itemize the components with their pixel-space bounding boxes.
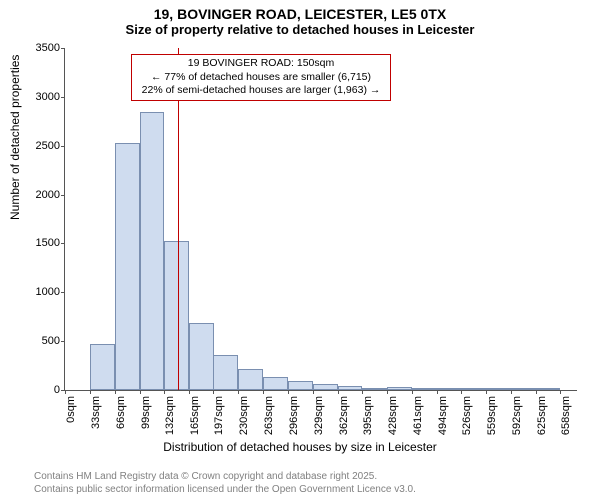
histogram-bar xyxy=(412,388,437,390)
x-tick-label: 263sqm xyxy=(263,396,275,435)
histogram-bar xyxy=(140,112,165,390)
y-tick xyxy=(61,243,65,244)
x-tick xyxy=(387,390,388,394)
chart-plot-area: 0sqm33sqm66sqm99sqm132sqm165sqm197sqm230… xyxy=(64,48,577,391)
x-tick xyxy=(536,390,537,394)
x-tick-label: 559sqm xyxy=(486,396,498,435)
x-tick xyxy=(263,390,264,394)
histogram-bar xyxy=(263,377,288,390)
x-tick xyxy=(65,390,66,394)
x-tick-label: 99sqm xyxy=(140,396,152,429)
y-tick xyxy=(61,146,65,147)
x-tick-label: 592sqm xyxy=(511,396,523,435)
y-tick-label: 0 xyxy=(54,384,60,396)
y-tick-label: 1000 xyxy=(36,286,60,298)
x-tick xyxy=(140,390,141,394)
histogram-bar xyxy=(461,388,486,390)
histogram-bar xyxy=(387,387,412,390)
x-axis-label: Distribution of detached houses by size … xyxy=(0,440,600,454)
y-tick-label: 2000 xyxy=(36,189,60,201)
histogram-bar xyxy=(437,388,462,390)
annotation-box: 19 BOVINGER ROAD: 150sqm← 77% of detache… xyxy=(131,54,391,101)
histogram-bar xyxy=(238,369,263,390)
x-tick-label: 428sqm xyxy=(387,396,399,435)
y-tick xyxy=(61,195,65,196)
y-tick xyxy=(61,97,65,98)
x-tick-label: 296sqm xyxy=(288,396,300,435)
y-tick-label: 3000 xyxy=(36,91,60,103)
histogram-bar xyxy=(164,241,189,391)
x-tick-label: 230sqm xyxy=(238,396,250,435)
x-tick xyxy=(511,390,512,394)
y-tick-label: 2500 xyxy=(36,140,60,152)
x-tick xyxy=(560,390,561,394)
x-tick-label: 362sqm xyxy=(338,396,350,435)
footer-attribution: Contains HM Land Registry data © Crown c… xyxy=(34,471,416,496)
footer-line-2: Contains public sector information licen… xyxy=(34,484,416,497)
x-tick-label: 329sqm xyxy=(313,396,325,435)
y-tick xyxy=(61,292,65,293)
x-tick xyxy=(115,390,116,394)
histogram-bar xyxy=(189,323,214,390)
x-tick xyxy=(288,390,289,394)
histogram-bar xyxy=(213,355,238,390)
x-tick-label: 395sqm xyxy=(362,396,374,435)
y-tick-label: 3500 xyxy=(36,42,60,54)
histogram-bar xyxy=(362,388,387,390)
x-tick-label: 197sqm xyxy=(213,396,225,435)
x-tick xyxy=(164,390,165,394)
x-tick-label: 658sqm xyxy=(560,396,572,435)
x-tick xyxy=(362,390,363,394)
x-tick xyxy=(213,390,214,394)
x-tick-label: 165sqm xyxy=(189,396,201,435)
x-tick xyxy=(437,390,438,394)
x-tick-label: 132sqm xyxy=(164,396,176,435)
histogram-bar xyxy=(511,388,536,390)
x-tick xyxy=(338,390,339,394)
y-axis-label: Number of detached properties xyxy=(8,55,22,220)
histogram-bar xyxy=(90,344,115,390)
x-tick xyxy=(189,390,190,394)
x-tick xyxy=(90,390,91,394)
x-tick xyxy=(313,390,314,394)
y-tick-label: 500 xyxy=(42,335,60,347)
histogram-bar xyxy=(486,388,511,390)
annotation-line: ← 77% of detached houses are smaller (6,… xyxy=(136,71,386,85)
y-tick xyxy=(61,341,65,342)
x-tick-label: 461sqm xyxy=(412,396,424,435)
x-tick-label: 526sqm xyxy=(461,396,473,435)
x-tick xyxy=(486,390,487,394)
annotation-line: 22% of semi-detached houses are larger (… xyxy=(136,84,386,98)
x-tick xyxy=(238,390,239,394)
histogram-bar xyxy=(338,386,363,390)
chart-subtitle: Size of property relative to detached ho… xyxy=(0,22,600,41)
x-tick xyxy=(412,390,413,394)
histogram-bar xyxy=(288,381,313,390)
histogram-bar xyxy=(536,388,561,390)
x-tick-label: 494sqm xyxy=(437,396,449,435)
x-tick-label: 33sqm xyxy=(90,396,102,429)
x-tick-label: 66sqm xyxy=(115,396,127,429)
footer-line-1: Contains HM Land Registry data © Crown c… xyxy=(34,471,416,484)
y-tick-label: 1500 xyxy=(36,237,60,249)
histogram-bar xyxy=(313,384,338,390)
chart-title: 19, BOVINGER ROAD, LEICESTER, LE5 0TX xyxy=(0,0,600,22)
histogram-bar xyxy=(115,143,140,390)
y-tick xyxy=(61,48,65,49)
annotation-line: 19 BOVINGER ROAD: 150sqm xyxy=(136,57,386,71)
x-tick-label: 0sqm xyxy=(65,396,77,423)
x-tick-label: 625sqm xyxy=(536,396,548,435)
x-tick xyxy=(461,390,462,394)
